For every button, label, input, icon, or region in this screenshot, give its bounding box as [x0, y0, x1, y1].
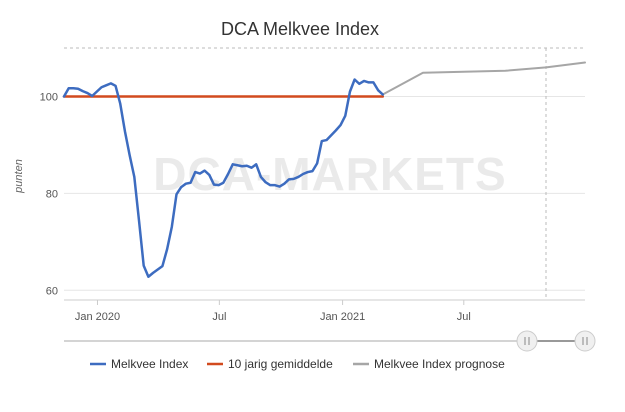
series-layer [62, 61, 586, 278]
series-line-melkvee-index-prognose [381, 61, 586, 96]
y-axis-label: punten [13, 159, 25, 194]
y-tick-label: 100 [40, 91, 58, 103]
navigator[interactable] [64, 330, 596, 352]
legend: Melkvee Index 10 jarig gemiddelde Melkve… [90, 357, 505, 371]
x-gridlines [96, 300, 465, 305]
x-tick-label: Jul [212, 311, 226, 323]
legend-label-10-jarig-gemiddelde: 10 jarig gemiddelde [228, 357, 333, 371]
navigator-handle-left[interactable] [516, 330, 538, 352]
watermark-text: DCA-MARKETS [153, 148, 506, 200]
legend-label-prognose: Melkvee Index prognose [374, 357, 505, 371]
x-ticks: Jan 2020 Jul Jan 2021 Jul [75, 311, 471, 323]
y-ticks: 60 80 100 [40, 91, 58, 297]
legend-item-10-jarig-gemiddelde[interactable]: 10 jarig gemiddelde [207, 357, 333, 371]
x-tick-label: Jul [457, 311, 471, 323]
y-tick-label: 60 [46, 285, 58, 297]
navigator-handle-right[interactable] [574, 330, 596, 352]
x-tick-label: Jan 2021 [320, 311, 365, 323]
legend-item-prognose[interactable]: Melkvee Index prognose [353, 357, 505, 371]
legend-item-melkvee-index[interactable]: Melkvee Index [90, 357, 188, 371]
x-tick-label: Jan 2020 [75, 311, 120, 323]
series-line-melkvee-index [62, 78, 385, 278]
y-tick-label: 80 [46, 188, 58, 200]
chart-title: DCA Melkvee Index [221, 19, 379, 39]
legend-label-melkvee-index: Melkvee Index [111, 357, 188, 371]
